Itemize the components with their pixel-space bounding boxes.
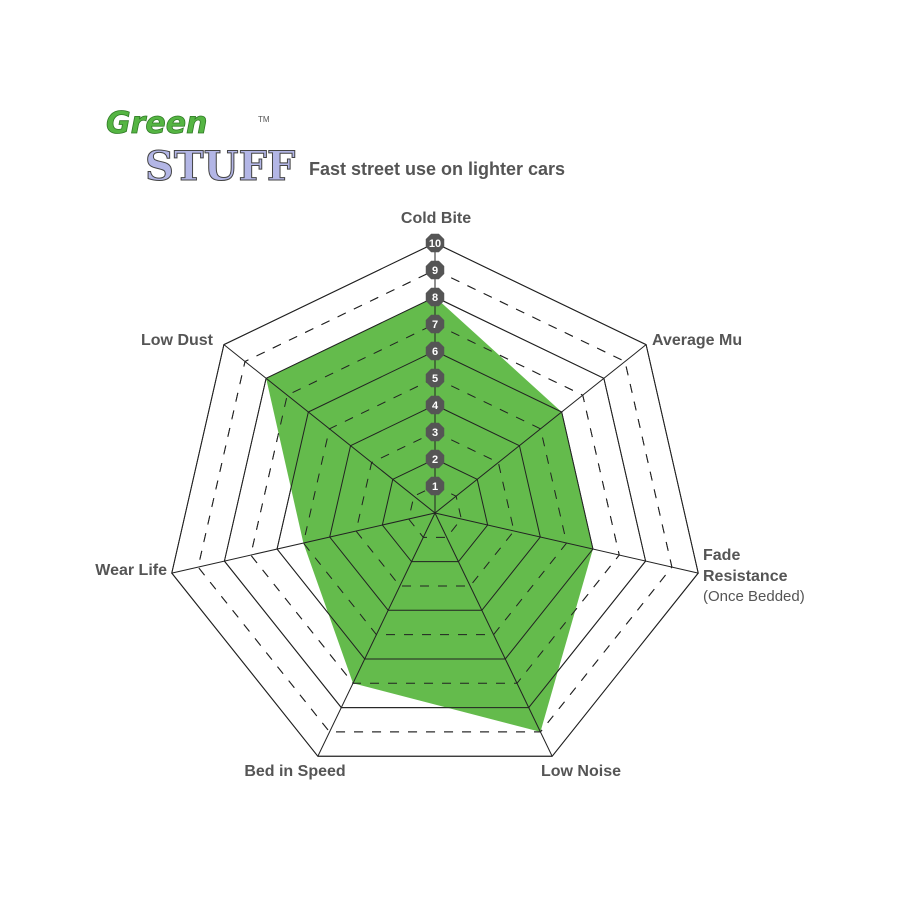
tick-badge-3 <box>425 422 445 442</box>
grid-overlay <box>171 242 699 757</box>
tick-badge-10 <box>425 233 445 253</box>
tick-label-4: 4 <box>432 400 439 412</box>
logo-green-text: Green <box>106 106 207 141</box>
axis-label-low-noise: Low Noise <box>541 763 621 780</box>
spoke-6 <box>223 344 436 514</box>
grid-ring-overlay-9 <box>197 269 673 733</box>
grid-ring-overlay-7 <box>250 323 620 684</box>
logo-trademark: TM <box>258 115 270 124</box>
tick-badge-1 <box>425 476 445 496</box>
tick-label-7: 7 <box>432 319 438 331</box>
spoke-5 <box>171 512 436 574</box>
grid-ring-overlay-10 <box>171 242 699 757</box>
axis-label-low-dust: Low Dust <box>141 332 214 349</box>
tick-badge-2 <box>425 449 445 469</box>
grid-ring-overlay-2 <box>381 458 489 563</box>
tick-badge-7 <box>425 314 445 334</box>
tick-label-2: 2 <box>432 454 438 466</box>
spoke-3 <box>434 512 553 757</box>
tick-badges: 1 2 3 4 5 6 7 8 9 10 <box>425 233 445 496</box>
tick-badge-9 <box>425 260 445 280</box>
spoke-1 <box>434 344 647 514</box>
tick-badge-4 <box>425 395 445 415</box>
tick-badge-8 <box>425 287 445 307</box>
logo: Green STUFF TM <box>106 106 296 191</box>
tick-badge-5 <box>425 368 445 388</box>
tick-badge-6 <box>425 341 445 361</box>
grid-ring-overlay-8 <box>223 296 647 709</box>
axis-label-fade-line1: Fade <box>703 547 740 564</box>
tick-label-6: 6 <box>432 346 438 358</box>
chart-title: Fast street use on lighter cars <box>309 159 565 179</box>
tick-label-8: 8 <box>432 292 438 304</box>
spoke-2 <box>434 512 699 574</box>
axis-label-fade-line2: Resistance <box>703 568 788 585</box>
tick-label-3: 3 <box>432 427 438 439</box>
axis-sublabel-once-bedded: (Once Bedded) <box>703 588 805 605</box>
axis-label-fade-resistance: Fade Resistance (Once Bedded) <box>703 547 805 605</box>
grid-ring-overlay-4 <box>329 404 541 611</box>
logo-stuff-text: STUFF <box>145 143 295 190</box>
tick-label-1: 1 <box>432 481 438 493</box>
axis-label-wear-life: Wear Life <box>95 562 167 579</box>
axis-label-bed-in-speed: Bed in Speed <box>244 763 345 780</box>
grid-ring-overlay-6 <box>276 350 594 660</box>
axis-label-cold-bite: Cold Bite <box>401 210 471 227</box>
tick-label-5: 5 <box>432 373 438 385</box>
tick-label-9: 9 <box>432 265 438 277</box>
tick-label-10: 10 <box>429 238 441 250</box>
spoke-4 <box>317 512 436 757</box>
axis-label-average-mu: Average Mu <box>652 332 742 349</box>
